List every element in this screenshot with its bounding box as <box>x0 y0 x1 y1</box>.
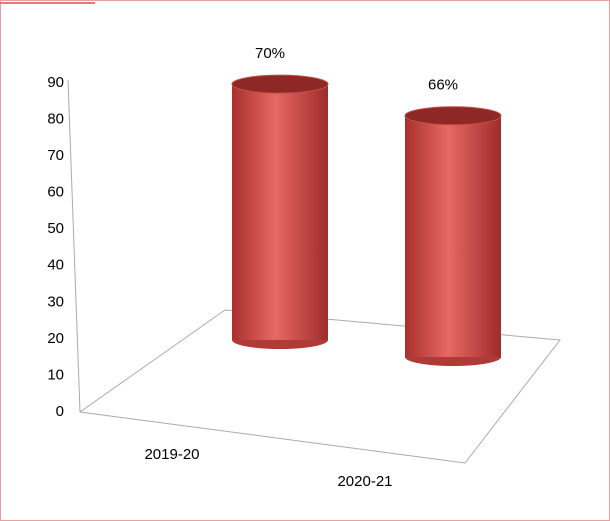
y-tick-label: 30 <box>47 293 64 310</box>
bar <box>232 84 328 340</box>
y-tick-label: 10 <box>47 366 64 383</box>
y-tick-label: 0 <box>56 403 64 420</box>
cylinder-top <box>231 74 329 94</box>
y-tick-label: 60 <box>47 184 64 201</box>
y-tick-label: 70 <box>47 147 64 164</box>
x-tick-label: 2020-21 <box>337 473 392 490</box>
y-tick-label: 20 <box>47 330 64 347</box>
bar <box>405 115 501 357</box>
cylinder-top <box>404 106 502 126</box>
x-tick-label: 2019-20 <box>144 446 199 463</box>
y-tick-label: 40 <box>47 257 64 274</box>
y-axis <box>67 79 81 413</box>
floor <box>79 309 561 464</box>
data-label: 66% <box>428 77 458 94</box>
y-tick-label: 80 <box>47 111 64 128</box>
y-tick-label: 90 <box>47 74 64 91</box>
y-tick-label: 50 <box>47 220 64 237</box>
data-label: 70% <box>255 45 285 62</box>
